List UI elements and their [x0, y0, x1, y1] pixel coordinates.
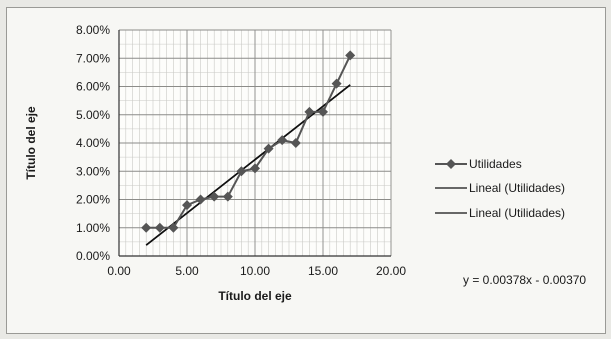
- y-tick-label: 6.00%: [76, 80, 110, 94]
- data-point: [277, 135, 288, 146]
- x-tick-label: 5.00: [175, 264, 199, 278]
- y-tick-label: 0.00%: [76, 249, 110, 263]
- x-tick-label: 0.00: [107, 264, 131, 278]
- x-axis-title: Título del eje: [218, 289, 292, 303]
- data-point: [154, 222, 165, 233]
- data-point: [290, 138, 301, 148]
- axes: [118, 30, 391, 257]
- chart-frame: 0.00 5.00 10.00 15.00 20.00 0.00% 1.00% 2.00% 3…: [6, 7, 606, 334]
- data-point: [141, 222, 152, 233]
- data-point: [182, 200, 192, 211]
- legend-item-lineal-1: Lineal (Utilidades): [435, 181, 565, 195]
- data-point: [331, 78, 342, 89]
- series-utilidades: [141, 50, 356, 233]
- trendline-equation: y = 0.00378x - 0.00370: [463, 273, 586, 287]
- legend-label-lineal-1: Lineal (Utilidades): [469, 181, 565, 195]
- y-axis-title: Título del eje: [24, 106, 38, 180]
- x-tick-label: 20.00: [376, 264, 406, 278]
- y-tick-label: 8.00%: [76, 23, 110, 37]
- data-point: [222, 191, 233, 202]
- x-tick-label: 10.00: [240, 264, 270, 278]
- grid: [118, 29, 392, 257]
- y-tick-label: 5.00%: [76, 108, 110, 122]
- legend-item-lineal-2: Lineal (Utilidades): [435, 206, 565, 220]
- data-point: [318, 106, 328, 117]
- y-tick-label: 7.00%: [76, 51, 110, 65]
- data-point: [236, 166, 247, 177]
- y-tick-label: 2.00%: [76, 193, 110, 207]
- legend-label-utilidades: Utilidades: [469, 157, 522, 171]
- data-point: [263, 143, 274, 154]
- legend: Utilidades Lineal (Utilidades) Lineal (U…: [435, 157, 565, 220]
- data-point: [168, 222, 179, 233]
- legend-marker-diamond: [446, 159, 456, 169]
- data-point: [195, 194, 206, 205]
- y-tick-label: 3.00%: [76, 164, 110, 178]
- legend-item-utilidades: Utilidades: [435, 157, 522, 171]
- data-point: [304, 106, 315, 117]
- y-tick-label: 4.00%: [76, 136, 110, 150]
- legend-label-lineal-2: Lineal (Utilidades): [469, 206, 565, 220]
- y-tick-label: 1.00%: [76, 221, 110, 235]
- data-point: [345, 50, 356, 61]
- x-tick-label: 15.00: [308, 264, 338, 278]
- data-point: [250, 163, 260, 174]
- y-axis-tick-labels: 0.00% 1.00% 2.00% 3.00% 4.00% 5.00% 6.00% 7.00%…: [76, 23, 110, 263]
- scatter-chart: 0.00 5.00 10.00 15.00 20.00 0.00% 1.00% 2.00% 3…: [24, 23, 586, 303]
- series-line: [146, 54, 352, 229]
- data-point: [209, 191, 220, 202]
- x-axis-tick-labels: 0.00 5.00 10.00 15.00 20.00: [107, 264, 406, 278]
